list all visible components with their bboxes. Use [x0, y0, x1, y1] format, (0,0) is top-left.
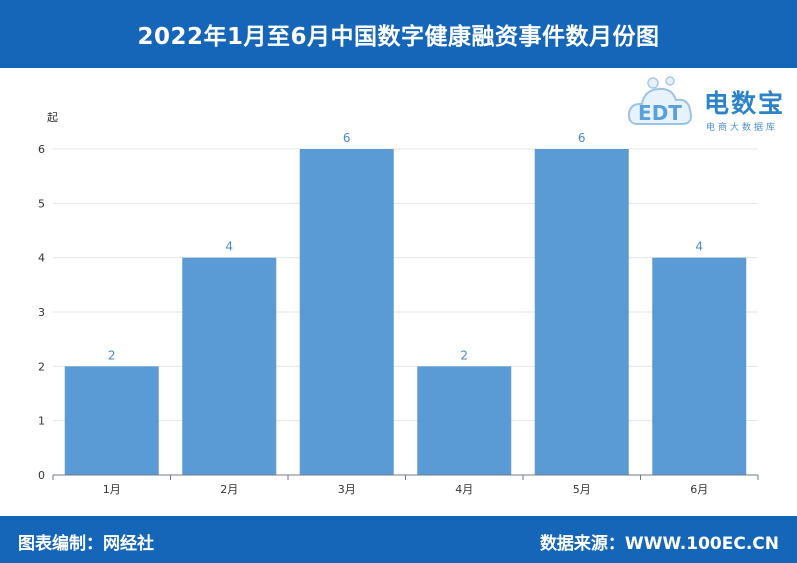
bar [182, 257, 277, 475]
bar [417, 366, 512, 475]
logo: EDT 电数宝 电商大数据库 [626, 72, 796, 140]
x-tick-label: 2月 [220, 483, 238, 496]
bar [64, 366, 159, 475]
logo-brand: 电数宝 [704, 89, 786, 118]
y-tick-label: 2 [38, 360, 45, 373]
axes: 0 1 2 3 4 5 6 1月 2月 3月 4月 5月 6月 [38, 143, 759, 496]
data-label: 4 [225, 240, 233, 254]
y-tick-label: 3 [38, 306, 45, 319]
y-tick-label: 4 [38, 252, 45, 265]
data-label: 6 [578, 131, 586, 145]
logo-tagline: 电商大数据库 [706, 123, 779, 133]
y-tick-label: 1 [38, 415, 45, 428]
logo-mark: EDT [638, 101, 682, 125]
footer-credit: 图表编制：网经社 [18, 534, 154, 554]
y-tick-label: 6 [38, 143, 45, 156]
bar [299, 149, 394, 475]
x-tick-label: 6月 [690, 483, 708, 496]
bar [534, 149, 629, 475]
x-tick-label: 3月 [338, 483, 356, 496]
chart-title-banner: 2022年1月至6月中国数字健康融资事件数月份图 [0, 0, 797, 68]
y-tick-label: 0 [38, 469, 45, 482]
chart-title: 2022年1月至6月中国数字健康融资事件数月份图 [137, 24, 660, 50]
y-tick-label: 5 [38, 197, 45, 210]
data-label: 2 [108, 348, 116, 362]
data-label: 6 [343, 131, 351, 145]
y-axis-unit: 起 [47, 111, 58, 124]
x-tick-label: 1月 [103, 483, 121, 496]
bars: 2 4 6 2 6 4 [64, 131, 747, 475]
x-tick-label: 5月 [573, 483, 591, 496]
cloud-logo-icon: EDT [627, 76, 692, 125]
footer-source: 数据来源：WWW.100EC.CN [539, 534, 779, 554]
data-label: 2 [460, 348, 468, 362]
x-tick-label: 4月 [455, 483, 473, 496]
grid-lines [53, 148, 758, 422]
data-label: 4 [695, 240, 703, 254]
bar [652, 257, 747, 475]
footer-banner: 图表编制：网经社 数据来源：WWW.100EC.CN [0, 516, 797, 563]
